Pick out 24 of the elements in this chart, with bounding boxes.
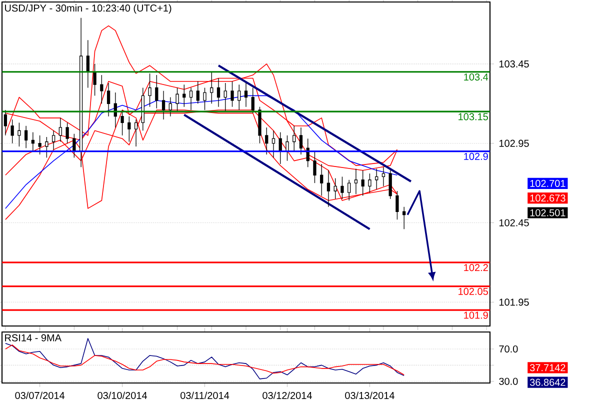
ref-line-label: 102.05 bbox=[458, 288, 488, 295]
x-tick-label: 03/11/2014 bbox=[180, 392, 230, 400]
ref-line-label: 103.4 bbox=[464, 73, 488, 81]
y-tick-label: 101.95 bbox=[499, 298, 529, 306]
y-tick-label: 102.45 bbox=[499, 219, 529, 226]
ref-line-label: 102.2 bbox=[464, 264, 488, 272]
y-tick-label: 103.45 bbox=[499, 60, 529, 68]
ref-line-label: 101.9 bbox=[464, 312, 488, 319]
chart-title: RSI14 - 9MA bbox=[5, 334, 62, 342]
x-tick-label: 03/13/2014 bbox=[345, 392, 394, 400]
x-tick-label: 03/12/2014 bbox=[262, 392, 312, 400]
ref-line-label: 102.9 bbox=[464, 152, 488, 160]
y-tick-label: 102.95 bbox=[499, 140, 529, 147]
y-tick-label: 30.0 bbox=[499, 378, 518, 385]
text: 102.701 bbox=[530, 180, 566, 187]
ref-line-label: 103.15 bbox=[458, 113, 488, 120]
x-tick-label: 03/10/2014 bbox=[98, 392, 148, 400]
chart-title: USD/JPY - 30min - 10:23:40 (UTC+1) bbox=[5, 4, 172, 14]
x-tick-label: 03/07/2014 bbox=[15, 392, 65, 400]
text: 102.501 bbox=[530, 209, 566, 216]
text: 36.8642 bbox=[530, 378, 566, 386]
text: 102.673 bbox=[530, 194, 566, 202]
y-tick-label: 70.0 bbox=[499, 345, 518, 353]
text: 37.7142 bbox=[530, 364, 566, 372]
